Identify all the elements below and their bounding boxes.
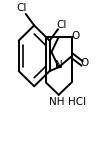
Text: N: N — [55, 60, 62, 70]
Text: NH: NH — [49, 97, 64, 107]
Text: O: O — [80, 58, 88, 68]
Text: Cl: Cl — [56, 20, 67, 30]
Text: O: O — [70, 31, 79, 41]
Text: Cl: Cl — [17, 3, 27, 13]
Text: HCl: HCl — [67, 97, 85, 107]
